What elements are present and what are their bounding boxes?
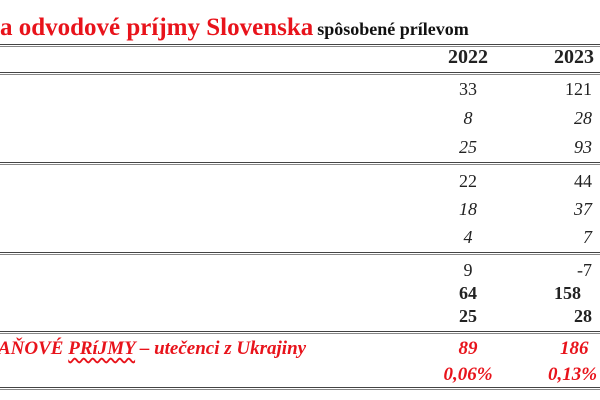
- total-label-prefix: AŇOVÉ: [0, 338, 69, 359]
- divider: [0, 387, 600, 390]
- table-cell: 8: [463, 108, 473, 128]
- total-label-suffix: – utečenci z Ukrajiny: [135, 338, 307, 359]
- table-cell: 28: [574, 108, 592, 128]
- table-cell: 25: [459, 137, 477, 157]
- divider: [0, 44, 600, 47]
- title-black-part: spôsobené prílevom: [317, 19, 469, 39]
- column-header-2023: 2023: [554, 46, 594, 68]
- table-cell: 22: [459, 171, 477, 191]
- total-2022: 89: [458, 338, 478, 359]
- divider: [0, 72, 600, 75]
- table-cell: 18: [459, 199, 477, 219]
- table-cell: 4: [463, 227, 473, 247]
- divider: [0, 331, 600, 334]
- table-cell: 93: [574, 137, 592, 157]
- total-label-underlined: PRíJMY: [68, 338, 136, 359]
- table-cell: 28: [574, 306, 592, 326]
- table-cell: 33: [459, 79, 477, 99]
- divider: [0, 252, 600, 255]
- table-cell: 44: [574, 171, 592, 191]
- table-cell: 7: [583, 227, 592, 247]
- column-header-2022: 2022: [448, 46, 488, 68]
- table-cell: 37: [574, 199, 592, 219]
- table-title: a odvodové príjmy Slovenska spôsobené pr…: [0, 14, 469, 42]
- table-cell: 9: [463, 260, 473, 280]
- title-red-part: a odvodové príjmy Slovenska: [0, 14, 314, 41]
- table-cell: 121: [565, 79, 592, 99]
- table-cell: 64: [459, 283, 477, 303]
- divider: [0, 162, 600, 165]
- total-pct-2022: 0,06%: [443, 364, 493, 385]
- total-row-label: AŇOVÉ PRíJMY – utečenci z Ukrajiny: [0, 339, 306, 359]
- total-2023: 186: [560, 338, 589, 359]
- table-cell: -7: [577, 260, 592, 280]
- table-cell: 25: [459, 306, 477, 326]
- table-cell: 158: [554, 283, 581, 303]
- total-pct-2023: 0,13%: [548, 364, 598, 385]
